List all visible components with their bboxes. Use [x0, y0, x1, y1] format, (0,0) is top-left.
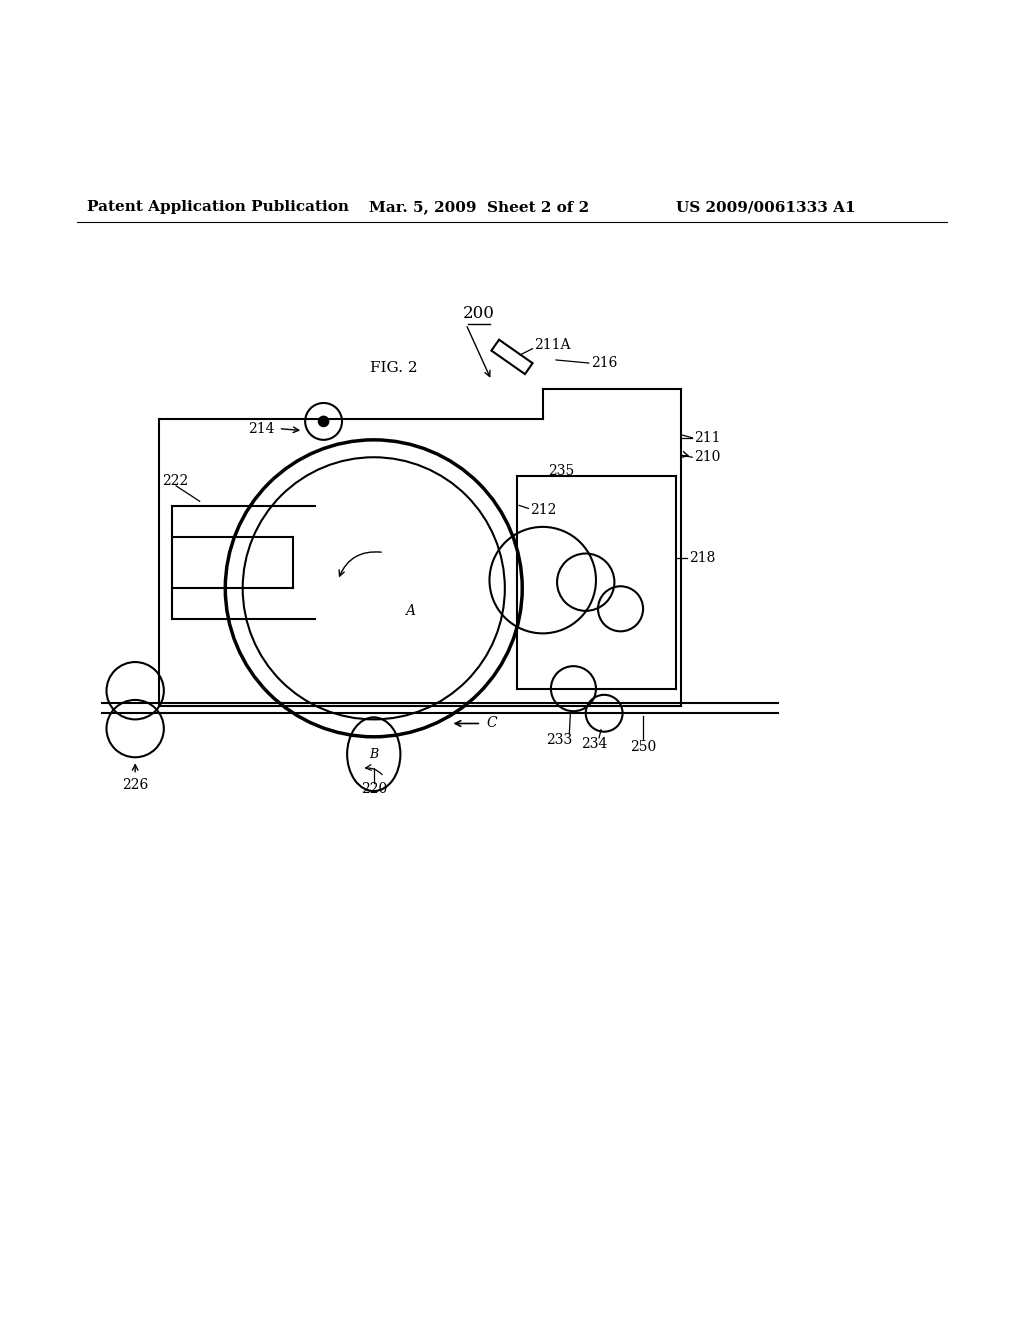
Circle shape [318, 416, 329, 426]
Text: B: B [370, 747, 378, 760]
Text: 210: 210 [694, 450, 721, 465]
Text: Mar. 5, 2009  Sheet 2 of 2: Mar. 5, 2009 Sheet 2 of 2 [369, 201, 589, 214]
Text: US 2009/0061333 A1: US 2009/0061333 A1 [676, 201, 855, 214]
Text: 233: 233 [546, 733, 572, 747]
Text: 211A: 211A [535, 338, 571, 351]
Text: 234: 234 [581, 737, 607, 751]
Text: 212: 212 [530, 503, 557, 517]
Circle shape [305, 403, 342, 440]
Bar [492, 339, 532, 374]
Text: FIG. 2: FIG. 2 [371, 362, 418, 375]
Text: 220: 220 [360, 781, 387, 796]
Text: 214: 214 [248, 421, 274, 436]
Text: Patent Application Publication: Patent Application Publication [87, 201, 349, 214]
Text: 218: 218 [689, 550, 716, 565]
Text: 235: 235 [548, 463, 574, 478]
Text: 222: 222 [162, 474, 188, 488]
Text: 211: 211 [694, 430, 721, 445]
Text: 216: 216 [591, 356, 617, 370]
Text: 250: 250 [630, 741, 656, 754]
Text: C: C [486, 717, 497, 730]
Text: 226: 226 [122, 777, 148, 792]
Text: 200: 200 [463, 305, 496, 322]
Text: A: A [404, 603, 415, 618]
